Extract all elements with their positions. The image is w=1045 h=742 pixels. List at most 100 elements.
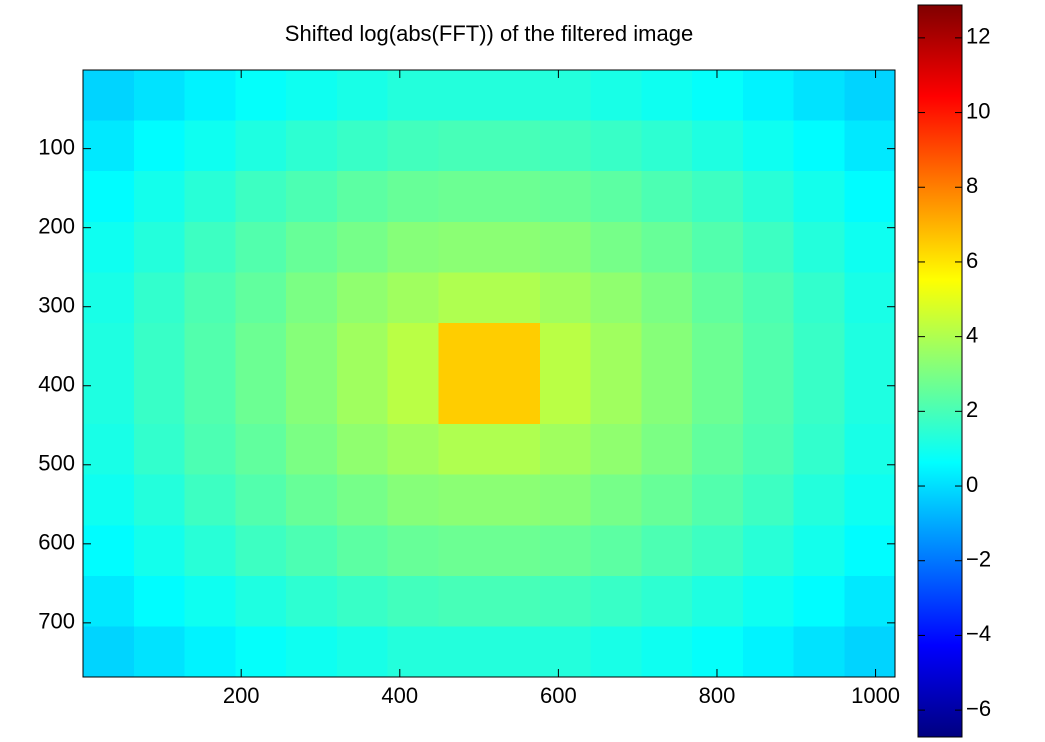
heat-cell <box>489 272 541 324</box>
y-tick-label: 400 <box>38 372 75 397</box>
heat-cell <box>235 120 287 172</box>
heat-cell <box>438 70 490 122</box>
heat-cell <box>844 272 896 324</box>
heat-cell <box>692 70 744 122</box>
heat-cell <box>184 373 236 425</box>
heat-cell <box>387 626 439 678</box>
heat-cell <box>133 575 185 627</box>
heat-cell <box>489 424 541 476</box>
heat-cell <box>692 221 744 273</box>
heat-cell <box>793 424 845 476</box>
heat-cell <box>184 171 236 223</box>
heat-cell <box>539 626 591 678</box>
heat-cell <box>387 171 439 223</box>
y-tick-label: 700 <box>38 609 75 634</box>
heat-cell <box>793 120 845 172</box>
heat-cell <box>793 221 845 273</box>
heat-cell <box>235 221 287 273</box>
heat-cell <box>184 120 236 172</box>
heat-cell <box>489 373 541 425</box>
heat-cell <box>539 171 591 223</box>
heat-cell <box>133 272 185 324</box>
heat-cell <box>742 373 794 425</box>
heat-cell <box>641 626 693 678</box>
heat-cell <box>336 70 388 122</box>
heat-cell <box>641 474 693 526</box>
heat-cell <box>286 373 338 425</box>
heat-cell <box>590 221 642 273</box>
heat-cell <box>184 221 236 273</box>
heat-cell <box>83 272 135 324</box>
heat-cell <box>793 373 845 425</box>
colorbar-tick-label: 0 <box>966 472 978 497</box>
heat-cell <box>184 474 236 526</box>
x-tick-label: 800 <box>699 683 736 708</box>
colorbar-tick-label: −4 <box>966 621 991 646</box>
heat-cell <box>387 120 439 172</box>
heat-cell <box>83 424 135 476</box>
heat-cell <box>235 424 287 476</box>
y-tick-label: 100 <box>38 134 75 159</box>
heat-cell <box>336 120 388 172</box>
heat-cell <box>336 272 388 324</box>
x-tick-label: 400 <box>381 683 418 708</box>
heat-cell <box>590 575 642 627</box>
heat-cell <box>742 171 794 223</box>
colorbar-tick-label: 10 <box>966 98 990 123</box>
heat-cell <box>286 171 338 223</box>
heat-cell <box>438 575 490 627</box>
heat-cell <box>235 70 287 122</box>
heat-cell <box>336 626 388 678</box>
heat-cell <box>844 120 896 172</box>
x-tick-label: 200 <box>223 683 260 708</box>
heat-cell <box>844 525 896 577</box>
heat-cell <box>438 424 490 476</box>
heat-cell <box>235 171 287 223</box>
heat-cell <box>83 525 135 577</box>
x-tick-label: 1000 <box>851 683 900 708</box>
heat-cell <box>235 272 287 324</box>
heat-cell <box>489 474 541 526</box>
heat-cell <box>235 525 287 577</box>
heat-cell <box>641 322 693 374</box>
heat-cell <box>539 120 591 172</box>
heat-cell <box>590 120 642 172</box>
heat-cell <box>489 120 541 172</box>
heat-cell <box>692 575 744 627</box>
heat-cell <box>742 424 794 476</box>
heat-cell <box>83 373 135 425</box>
heat-cell <box>133 424 185 476</box>
plot-frame <box>82 69 896 678</box>
heat-cell <box>438 474 490 526</box>
heat-cell <box>336 221 388 273</box>
heat-cell <box>489 626 541 678</box>
heat-cell <box>844 221 896 273</box>
x-tick-label: 600 <box>540 683 577 708</box>
heat-cell <box>387 424 439 476</box>
heat-cell <box>387 373 439 425</box>
heat-cell <box>692 120 744 172</box>
heat-cell <box>692 272 744 324</box>
heat-cell <box>133 221 185 273</box>
heat-cell <box>539 272 591 324</box>
heat-cell <box>83 575 135 627</box>
heat-cell <box>844 575 896 627</box>
heat-cell <box>387 221 439 273</box>
heat-cell <box>692 322 744 374</box>
heat-cell <box>692 474 744 526</box>
heat-cell <box>539 424 591 476</box>
heat-cell <box>793 171 845 223</box>
heat-cell <box>438 373 490 425</box>
heat-cell <box>692 525 744 577</box>
heat-cell <box>793 322 845 374</box>
heat-cell <box>539 373 591 425</box>
heat-cell <box>336 322 388 374</box>
colorbar-tick-label: −6 <box>966 696 991 721</box>
heat-cell <box>793 474 845 526</box>
heat-cell <box>590 322 642 374</box>
heat-cell <box>387 474 439 526</box>
heat-cell <box>286 322 338 374</box>
heat-cell <box>286 575 338 627</box>
heat-cell <box>336 474 388 526</box>
